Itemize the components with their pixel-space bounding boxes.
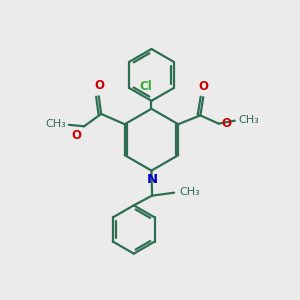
Text: Cl: Cl bbox=[139, 80, 152, 93]
Text: CH₃: CH₃ bbox=[45, 119, 66, 129]
Text: O: O bbox=[221, 117, 231, 130]
Text: CH₃: CH₃ bbox=[238, 115, 259, 125]
Text: O: O bbox=[199, 80, 209, 93]
Text: O: O bbox=[72, 129, 82, 142]
Text: O: O bbox=[94, 79, 104, 92]
Text: N: N bbox=[146, 173, 158, 186]
Text: CH₃: CH₃ bbox=[179, 187, 200, 197]
